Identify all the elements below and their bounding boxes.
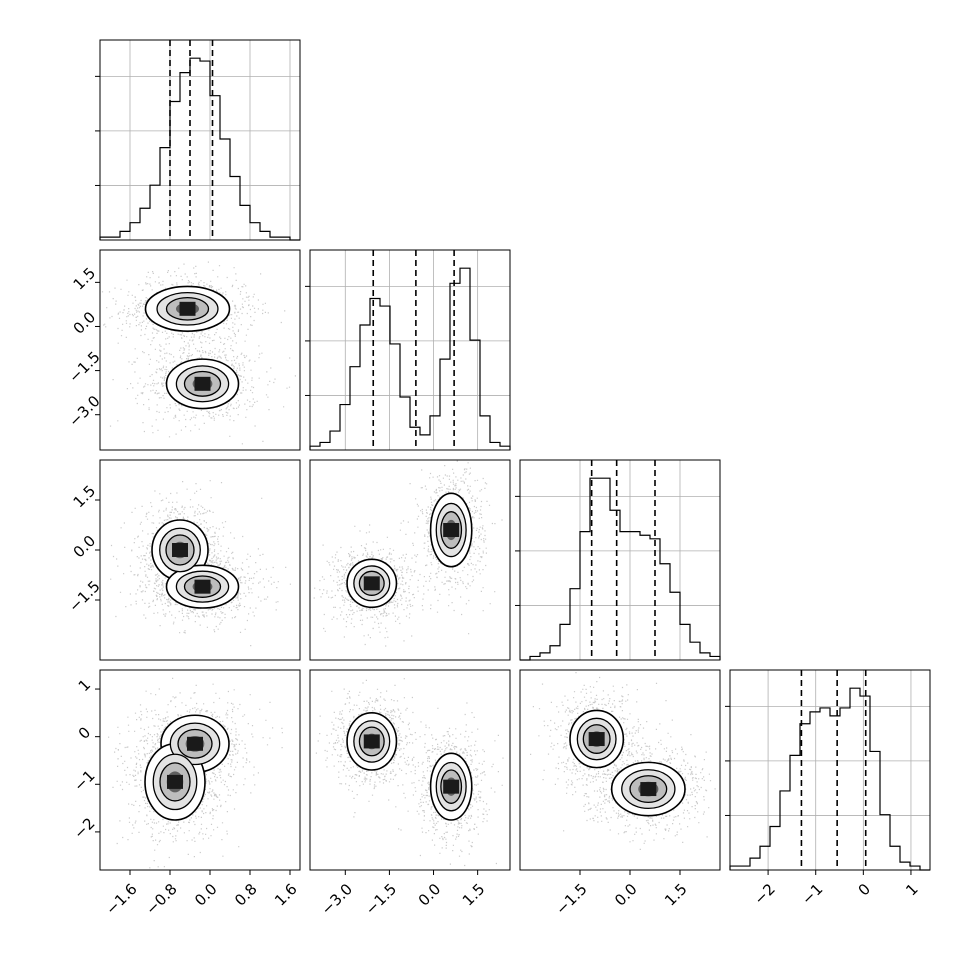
x-tick-label-3-1: −1 — [798, 880, 826, 908]
x-tick-label-0-4: 1.6 — [271, 880, 301, 910]
density-peak-2-0-0 — [172, 543, 188, 557]
x-tick-label-3-0: −2 — [750, 880, 778, 908]
histogram-1 — [309, 267, 511, 450]
scatter-points-2-1 — [313, 460, 503, 647]
x-tick-label-1-3: 1.5 — [459, 880, 489, 910]
panel-frame-2-0 — [99, 459, 301, 661]
density-peak-1-0-0 — [179, 301, 196, 316]
x-tick-label-2-1: 0.0 — [611, 880, 641, 910]
y-tick-label-3-0: −2 — [70, 814, 98, 842]
density-peak-3-0-0 — [187, 736, 203, 751]
y-tick-label-1-2: 0.0 — [70, 308, 100, 338]
y-tick-label-2-0: −1.5 — [65, 577, 103, 615]
panel-frame-3-0 — [99, 669, 301, 871]
hist-frame-2 — [519, 459, 721, 661]
x-tick-label-3-2: 0 — [855, 880, 874, 899]
x-tick-label-0-0: −1.6 — [102, 880, 140, 918]
y-tick-label-1-0: −3.0 — [65, 392, 103, 430]
y-tick-label-3-2: 0 — [75, 723, 94, 742]
histogram-0 — [99, 57, 300, 241]
x-tick-label-2-2: 1.5 — [661, 880, 691, 910]
x-tick-label-3-3: 1 — [902, 880, 921, 899]
panel-2-1 — [313, 460, 503, 647]
hist-frame-1 — [309, 249, 511, 451]
y-tick-label-1-1: −1.5 — [65, 348, 103, 386]
density-peak-3-0-1 — [167, 774, 183, 789]
density-peak-3-1-1 — [443, 779, 460, 794]
density-peak-1-0-1 — [194, 376, 211, 391]
y-tick-label-3-3: 1 — [75, 676, 94, 695]
hist-frame-3 — [729, 669, 931, 871]
density-peak-3-2-1 — [640, 782, 657, 797]
x-tick-label-0-3: 0.8 — [231, 880, 261, 910]
x-tick-label-0-1: −0.8 — [142, 880, 180, 918]
y-tick-label-2-2: 1.5 — [70, 482, 100, 512]
density-peak-3-2-0 — [588, 732, 605, 747]
panel-frame-1-0 — [99, 249, 301, 451]
hist-frame-0 — [99, 39, 301, 241]
x-tick-label-1-2: 0.0 — [415, 880, 445, 910]
scatter-points-3-2 — [530, 672, 716, 850]
y-tick-label-2-1: 0.0 — [70, 532, 100, 562]
x-tick-label-0-2: 0.0 — [191, 880, 221, 910]
density-peak-2-0-1 — [194, 579, 211, 594]
panel-3-1 — [315, 670, 504, 870]
histogram-3 — [729, 687, 930, 871]
histogram-2 — [520, 477, 721, 661]
panel-1-0 — [101, 261, 296, 445]
scatter-points-2-0 — [110, 480, 291, 647]
panel-frame-3-1 — [309, 669, 511, 871]
density-peak-3-1-0 — [363, 734, 380, 749]
panel-3-0 — [108, 677, 283, 870]
y-tick-label-3-1: −1 — [70, 767, 98, 795]
y-tick-label-1-3: 1.5 — [70, 264, 100, 294]
density-peak-2-1-0 — [363, 576, 380, 591]
panel-frame-2-1 — [309, 459, 511, 661]
x-tick-label-2-0: −1.5 — [552, 880, 590, 918]
panel-2-0 — [110, 480, 291, 647]
density-peak-2-1-1 — [443, 523, 460, 537]
panel-frame-3-2 — [519, 669, 721, 871]
x-tick-label-1-0: −3.0 — [318, 880, 356, 918]
scatter-points-3-1 — [315, 670, 504, 870]
panel-3-2 — [530, 672, 716, 850]
x-tick-label-1-1: −1.5 — [362, 880, 400, 918]
